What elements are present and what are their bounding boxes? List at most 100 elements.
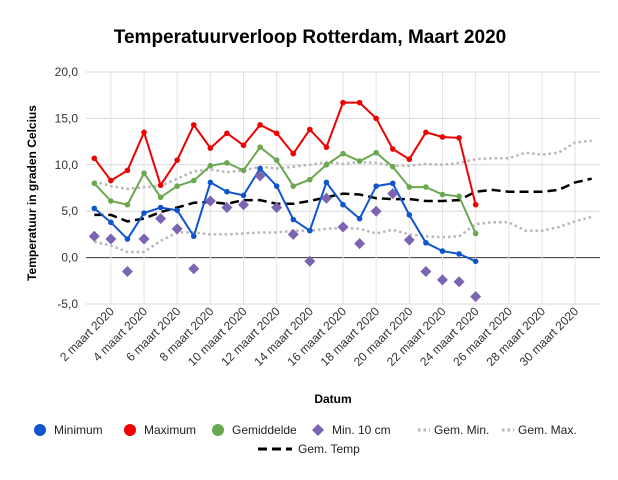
data-point [456,251,462,257]
y-tick-label: 10,0 [55,158,79,172]
data-point [423,239,429,246]
legend-marker [312,424,324,436]
data-point [224,160,230,166]
y-tick-label: -5,0 [57,297,78,311]
y-tick-label: 15,0 [55,111,79,125]
data-point [323,144,330,150]
data-point [307,227,313,234]
data-point [124,201,131,208]
data-point [307,126,313,133]
y-axis-ticks: -5,0 0,0 5,0 10,0 15,0 20,0 [55,65,79,311]
legend-item: Min. 10 cm [312,423,391,437]
data-point [207,179,214,186]
data-point [124,236,131,242]
data-point [240,167,247,174]
data-point [271,201,283,213]
data-point [224,130,230,137]
legend-label: Gemiddelde [232,423,297,437]
data-point [254,170,266,182]
data-point [337,221,349,233]
data-point [470,291,482,303]
legend-item: Gem. Min. [418,423,489,437]
data-point [453,276,465,288]
series-layer [88,99,593,303]
data-point [91,155,98,162]
data-point [124,167,131,174]
data-point [224,188,230,195]
legend-label: Gem. Temp [298,442,360,456]
data-point [190,122,197,128]
data-point [304,255,316,267]
data-point [406,212,413,218]
y-tick-label: 0,0 [61,251,78,265]
data-point [389,146,396,152]
data-point [290,150,297,157]
data-point [188,263,200,275]
legend-item: Gem. Temp [258,442,360,456]
data-point [423,184,429,190]
data-point [88,230,100,242]
data-point [141,210,147,216]
data-point [340,99,346,106]
data-point [356,158,363,164]
data-point [472,258,479,265]
data-point [323,179,330,186]
data-point [157,182,164,189]
data-point [373,183,379,189]
legend-marker [124,424,136,436]
data-point [174,207,180,214]
legend-label: Min. 10 cm [332,423,391,437]
data-point [174,183,180,189]
data-point [273,157,280,163]
data-point [108,219,114,226]
data-point [436,274,448,286]
data-point [290,183,297,189]
gridlines [86,71,600,305]
data-point [257,165,263,172]
data-point [207,145,214,151]
data-point [472,201,479,208]
legend-item: Minimum [34,423,103,437]
y-axis-title: Temperatuur in graden Celcius [25,105,39,281]
data-point [171,223,183,235]
data-point [456,193,462,200]
data-point [387,188,399,200]
data-point [91,180,98,187]
data-point [174,157,180,163]
data-point [472,230,479,237]
data-point [108,198,114,204]
data-point [238,199,250,211]
data-point [356,215,363,222]
data-point [105,233,117,245]
data-point [354,238,366,250]
data-point [356,99,363,106]
legend: Minimum Maximum Gemiddelde Min. 10 cm Gem. M… [34,423,577,456]
legend-item: Gemiddelde [212,423,297,437]
data-point [373,115,379,122]
legend-label: Maximum [144,423,196,437]
data-point [370,205,382,217]
legend-item: Gem. Max. [502,423,577,437]
data-point [221,201,233,213]
data-point [320,192,332,204]
data-point [121,266,133,278]
data-point [340,150,346,157]
data-point [290,216,297,223]
data-point [406,156,413,163]
data-point [340,201,346,208]
chart-title: Temperatuurverloop Rotterdam, Maart 2020 [114,27,506,48]
legend-marker [212,424,224,436]
legend-label: Gem. Min. [434,423,489,437]
data-point [273,183,280,189]
data-point [307,176,313,183]
data-point [439,248,446,254]
series-line [93,101,477,205]
data-point [323,162,330,168]
series-gemiddelde [91,144,479,237]
data-point [141,170,147,176]
data-point [240,142,247,149]
data-point [389,163,396,170]
data-point [257,144,263,150]
